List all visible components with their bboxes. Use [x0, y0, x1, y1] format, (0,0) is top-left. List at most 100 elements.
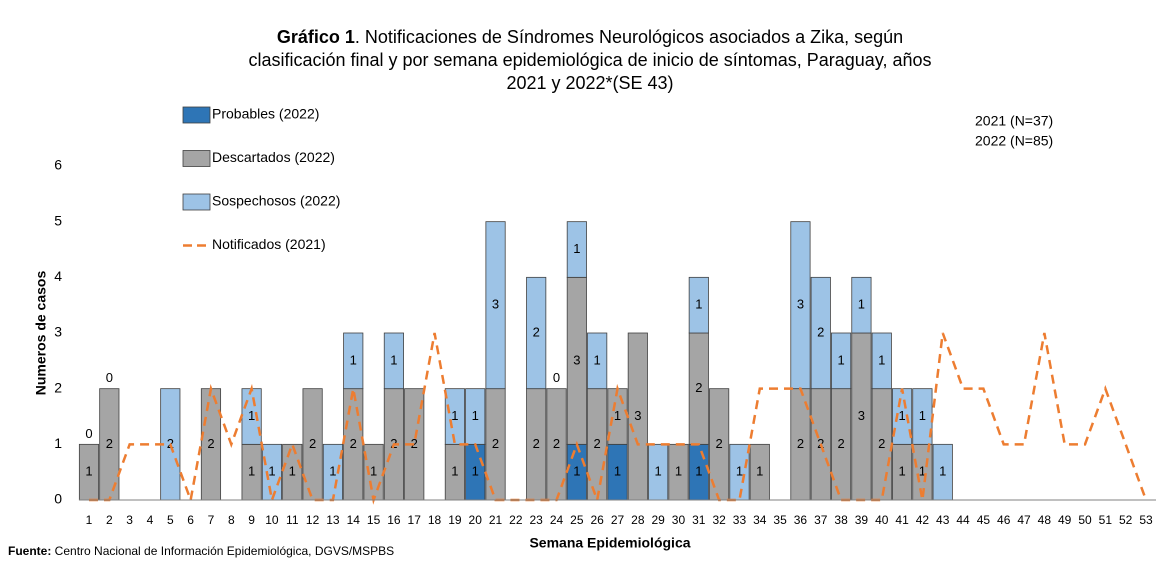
y-tick-label: 5 [54, 212, 62, 228]
x-tick-label: 16 [387, 513, 401, 527]
data-label: 2 [817, 436, 824, 451]
bar-segment [526, 276, 547, 390]
data-label: 1 [573, 464, 580, 479]
x-tick-label: 14 [347, 513, 361, 527]
data-label: 2 [207, 436, 214, 451]
data-label: 1 [248, 408, 255, 423]
title-line: clasificación final y por semana epidemi… [248, 50, 931, 70]
x-tick-label: 50 [1078, 513, 1092, 527]
x-tick-label: 18 [428, 513, 442, 527]
data-label: 3 [858, 408, 865, 423]
data-label: 2 [695, 380, 702, 395]
legend-label: Notificados (2021) [212, 236, 326, 252]
data-label: 1 [329, 464, 336, 479]
data-label: 2 [837, 436, 844, 451]
x-tick-label: 12 [306, 513, 320, 527]
data-label: 1 [675, 464, 682, 479]
data-label: 2 [878, 436, 885, 451]
x-tick-label: 19 [448, 513, 462, 527]
data-label: 1 [268, 464, 275, 479]
data-label: 1 [614, 464, 621, 479]
data-label: 1 [939, 464, 946, 479]
source-text: Centro Nacional de Información Epidemiol… [51, 544, 394, 558]
source-prefix: Fuente: [8, 544, 51, 558]
data-label: 1 [695, 297, 702, 312]
bar-segment [810, 276, 831, 390]
x-tick-label: 24 [550, 513, 564, 527]
data-label: 3 [634, 408, 641, 423]
x-tick-label: 21 [489, 513, 503, 527]
x-tick-label: 40 [875, 513, 889, 527]
x-tick-label: 13 [326, 513, 340, 527]
x-tick-label: 3 [126, 513, 133, 527]
data-label: 2 [411, 436, 418, 451]
data-label: 1 [858, 297, 865, 312]
x-tick-label: 43 [936, 513, 950, 527]
line [89, 332, 1148, 505]
data-label: 2 [533, 324, 540, 339]
x-tick-label: 53 [1139, 513, 1153, 527]
data-label: 3 [492, 297, 499, 312]
data-label: 1 [695, 464, 702, 479]
data-label: 1 [919, 464, 926, 479]
x-tick-label: 8 [228, 513, 235, 527]
y-tick-label: 0 [54, 491, 62, 507]
data-label: 0 [106, 370, 113, 385]
data-label: 2 [817, 324, 824, 339]
data-label: 1 [451, 464, 458, 479]
data-label: 1 [350, 352, 357, 367]
x-tick-label: 46 [997, 513, 1011, 527]
legend-swatch [182, 150, 211, 167]
x-tick-label: 20 [469, 513, 483, 527]
data-label: 2 [553, 436, 560, 451]
y-tick-label: 1 [54, 435, 62, 451]
legend-label: Descartados (2022) [212, 149, 335, 165]
data-label: 1 [472, 464, 479, 479]
bar-segment [566, 221, 587, 278]
bar-segment [851, 276, 872, 334]
data-label: 1 [573, 241, 580, 256]
x-tick-label: 35 [773, 513, 787, 527]
y-tick-label: 3 [54, 324, 62, 340]
data-label: 1 [614, 408, 621, 423]
x-tick-label: 47 [1017, 513, 1031, 527]
x-tick-label: 11 [286, 513, 299, 527]
y-axis-title: Numeros de casos [33, 271, 49, 396]
data-label: 1 [451, 408, 458, 423]
bar-segment [871, 332, 892, 390]
data-label: 1 [878, 352, 885, 367]
x-tick-label: 5 [167, 513, 174, 527]
x-tick-label: 1 [86, 513, 93, 527]
y-tick-label: 4 [54, 268, 62, 284]
data-label: 1 [594, 352, 601, 367]
data-label: 1 [248, 464, 255, 479]
x-tick-label: 33 [733, 513, 747, 527]
x-tick-label: 51 [1099, 513, 1113, 527]
x-tick-label: 28 [631, 513, 645, 527]
data-label: 1 [472, 408, 479, 423]
data-label: 1 [85, 464, 92, 479]
data-label: 1 [736, 464, 743, 479]
legend-label: Probables (2022) [212, 106, 319, 122]
bar-segment [485, 221, 506, 390]
x-tick-label: 37 [814, 513, 828, 527]
bar-segment [587, 332, 608, 390]
x-tick-label: 32 [712, 513, 726, 527]
data-label: 1 [919, 408, 926, 423]
x-tick-label: 25 [570, 513, 584, 527]
data-label: 1 [390, 352, 397, 367]
annotation: 2022 (N=85) [975, 133, 1053, 149]
x-tick-label: 7 [208, 513, 215, 527]
bar-segment [444, 388, 465, 445]
source: Fuente: Centro Nacional de Información E… [8, 544, 394, 558]
data-label: 1 [756, 464, 763, 479]
title-line: 2021 y 2022*(SE 43) [506, 73, 673, 93]
title-line: . Notificaciones de Síndromes Neurológic… [355, 27, 903, 47]
x-tick-label: 31 [692, 513, 706, 527]
bar-segment [831, 332, 852, 390]
y-tick-label: 2 [54, 379, 62, 395]
x-axis-title: Semana Epidemiológica [529, 535, 690, 551]
x-tick-label: 41 [895, 513, 909, 527]
data-label: 2 [492, 436, 499, 451]
